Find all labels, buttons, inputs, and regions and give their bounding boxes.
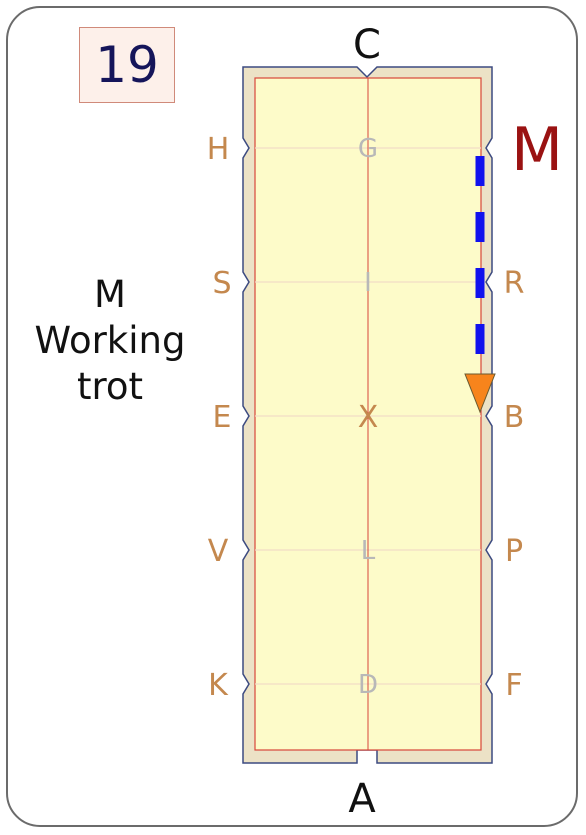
marker-s: S — [212, 266, 231, 301]
movement-instruction: M Working trot — [20, 272, 200, 410]
marker-i: I — [364, 268, 372, 298]
marker-x: X — [358, 400, 379, 435]
movement-arrowhead — [464, 373, 496, 414]
marker-e: E — [213, 400, 232, 435]
marker-b: B — [504, 400, 525, 435]
marker-r: R — [504, 266, 525, 301]
marker-a: A — [348, 776, 376, 822]
marker-v: V — [208, 534, 229, 569]
instruction-marker: M — [94, 273, 126, 316]
instruction-gait-line2: trot — [76, 365, 144, 408]
marker-g: G — [358, 134, 378, 164]
marker-d: D — [358, 670, 378, 700]
marker-l: L — [361, 536, 376, 566]
movement-number-badge: 19 — [79, 27, 175, 103]
instruction-gait-line1: Working — [34, 319, 186, 362]
movement-number: 19 — [95, 36, 159, 94]
marker-c: C — [353, 22, 381, 68]
marker-k: K — [208, 668, 229, 703]
marker-f: F — [505, 668, 522, 703]
marker-h: H — [207, 132, 230, 167]
marker-p: P — [505, 534, 523, 569]
marker-m: M — [511, 115, 563, 185]
